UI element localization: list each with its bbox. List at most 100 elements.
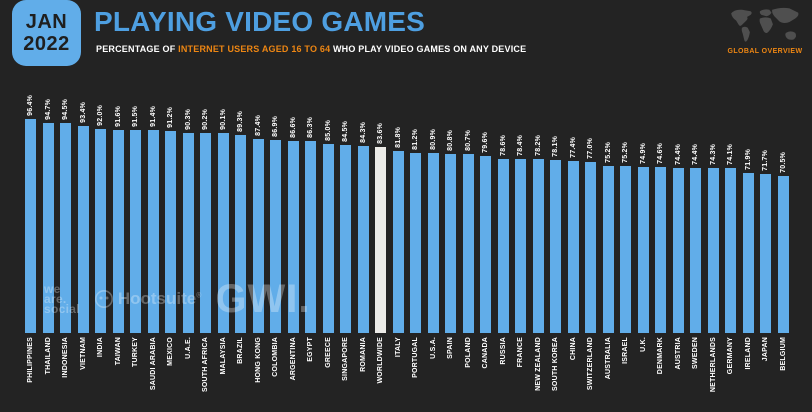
- chart-label-column: SOUTH AFRICA: [197, 337, 215, 392]
- bar-country-label: POLAND: [464, 337, 472, 368]
- bar: [672, 168, 684, 333]
- bar-country-label: U.S.A.: [429, 337, 437, 359]
- bar-country-label: NETHERLANDS: [709, 337, 717, 393]
- chart-label-column: SOUTH KOREA: [547, 337, 565, 391]
- bar-value-label: 91.5%: [132, 106, 140, 127]
- world-map-icon: [731, 7, 799, 42]
- bar-value-label: 91.4%: [149, 106, 157, 127]
- bar: [322, 144, 334, 333]
- bar-country-label: INDIA: [97, 337, 105, 358]
- bar-value-label: 93.4%: [79, 102, 87, 123]
- chart-label-column: COLOMBIA: [267, 337, 285, 377]
- bar-value-label: 94.5%: [62, 99, 70, 120]
- bar-value-label: 91.6%: [114, 106, 122, 127]
- bar: [287, 141, 299, 333]
- chart-column: 81.2%: [407, 84, 425, 333]
- bar: [130, 130, 142, 333]
- bar: [305, 141, 317, 333]
- chart-label-column: INDIA: [92, 337, 110, 357]
- bar: [515, 159, 527, 333]
- chart-label-column: PHILIPPINES: [22, 337, 40, 383]
- chart-column: 74.4%: [687, 84, 705, 333]
- subtitle-highlight: INTERNET USERS AGED 16 TO 64: [178, 44, 331, 54]
- chart-label-column: ITALY: [390, 337, 408, 357]
- bar: [725, 168, 737, 333]
- bar-country-label: SWEDEN: [692, 337, 700, 369]
- bar: [165, 131, 177, 333]
- bar-country-label: RUSSIA: [499, 337, 507, 365]
- bar-country-label: COLOMBIA: [272, 337, 280, 377]
- chart-column: 84.3%: [355, 84, 373, 333]
- bar: [392, 151, 404, 333]
- chart-label-column: ARGENTINA: [285, 337, 303, 380]
- chart-label-column: SINGAPORE: [337, 337, 355, 381]
- bar-value-label: 84.3%: [359, 122, 367, 143]
- chart-column: 77.0%: [582, 84, 600, 333]
- chart-label-column: SAUDI ARABIA: [145, 337, 163, 390]
- bar-country-label: THAILAND: [44, 337, 52, 375]
- bar-value-label: 75.2%: [622, 142, 630, 163]
- bar-value-label: 74.1%: [727, 144, 735, 165]
- chart-column: 80.8%: [442, 84, 460, 333]
- chart-column: 91.5%: [127, 84, 145, 333]
- chart-label-column: TURKEY: [127, 337, 145, 367]
- chart-label-column: THAILAND: [40, 337, 58, 374]
- bar-country-label: TURKEY: [132, 337, 140, 367]
- bar-value-label: 78.4%: [517, 135, 525, 156]
- chart-label-column: DENMARK: [652, 337, 670, 374]
- chart-column: 94.7%: [40, 84, 58, 333]
- chart-column: 87.4%: [250, 84, 268, 333]
- bar-country-label: SINGAPORE: [342, 337, 350, 381]
- bar-value-label: 86.6%: [289, 117, 297, 138]
- bar-value-label: 71.9%: [744, 149, 752, 170]
- chart-label-column: GERMANY: [722, 337, 740, 374]
- bar-country-label: PORTUGAL: [412, 337, 420, 378]
- bar: [637, 167, 649, 333]
- chart-label-column: TAIWAN: [110, 337, 128, 365]
- bar-value-label: 91.2%: [167, 107, 175, 128]
- chart-column: 78.4%: [512, 84, 530, 333]
- bar: [235, 135, 247, 333]
- bar-value-label: 96.4%: [27, 95, 35, 116]
- bar: [707, 168, 719, 333]
- bar: [532, 159, 544, 333]
- chart-column: 93.4%: [75, 84, 93, 333]
- chart-column: 91.4%: [145, 84, 163, 333]
- chart-label-column: U.S.A.: [425, 337, 443, 359]
- bar-country-label: VIETNAM: [79, 337, 87, 370]
- bar: [25, 119, 37, 333]
- bar-country-label: PHILIPPINES: [27, 337, 35, 383]
- bar-country-label: JAPAN: [762, 337, 770, 362]
- chart-column: 90.1%: [215, 84, 233, 333]
- global-overview-label: GLOBAL OVERVIEW: [727, 48, 803, 55]
- chart-column: 86.6%: [285, 84, 303, 333]
- date-badge-year: 2022: [23, 33, 70, 55]
- bar: [147, 130, 159, 333]
- chart-column: 80.9%: [425, 84, 443, 333]
- bar: [60, 123, 72, 333]
- chart-label-column: SWEDEN: [687, 337, 705, 369]
- chart-column: 78.6%: [495, 84, 513, 333]
- bar-country-label: IRELAND: [744, 337, 752, 370]
- chart-column: 80.7%: [460, 84, 478, 333]
- bar-value-label: 75.2%: [604, 142, 612, 163]
- bar-value-label: 83.6%: [377, 123, 385, 144]
- bar-value-label: 70.5%: [779, 152, 787, 173]
- chart-column: 71.7%: [757, 84, 775, 333]
- bar-country-label: SPAIN: [447, 337, 455, 359]
- bar-country-label: HONG KONG: [254, 337, 262, 383]
- bar-value-label: 74.4%: [692, 144, 700, 165]
- chart-label-column: ISRAEL: [617, 337, 635, 364]
- chart-column: 89.3%: [232, 84, 250, 333]
- chart-label-column: WORLDWIDE: [372, 337, 390, 384]
- bar-country-label: MEXICO: [167, 337, 175, 366]
- bar-value-label: 80.9%: [429, 129, 437, 150]
- chart-label-column: PORTUGAL: [407, 337, 425, 378]
- subtitle-suffix: WHO PLAY VIDEO GAMES ON ANY DEVICE: [330, 44, 527, 54]
- bar-value-label: 89.3%: [237, 111, 245, 132]
- bar-country-label: GERMANY: [727, 337, 735, 375]
- bar-country-label: GREECE: [324, 337, 332, 368]
- chart-label-column: IRELAND: [740, 337, 758, 370]
- bar-country-label: U.A.E.: [184, 337, 192, 359]
